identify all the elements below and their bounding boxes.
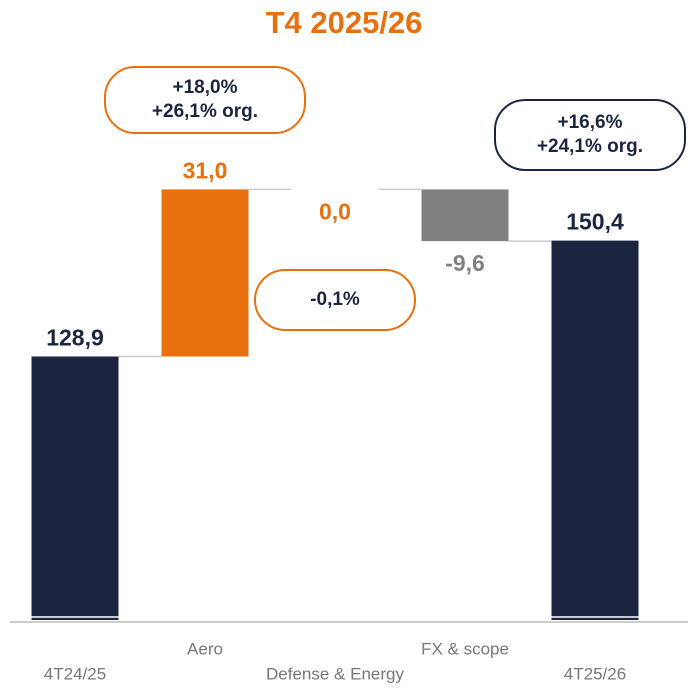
bar	[421, 189, 509, 242]
annotation-text: +16,6%	[558, 112, 623, 133]
annotation-text: +24,1% org.	[537, 136, 643, 157]
value-label: -9,6	[445, 250, 485, 276]
x-tick-label: Defense & Energy	[266, 664, 404, 683]
bar	[31, 356, 119, 620]
bar	[551, 240, 639, 620]
value-label: 0,0	[319, 199, 351, 225]
x-tick-label: 4T24/25	[44, 664, 106, 683]
x-tick-label: FX & scope	[421, 639, 509, 658]
chart-title: T4 2025/26	[266, 5, 423, 40]
annotation-bubble	[494, 99, 686, 171]
annotation-text: -0,1%	[310, 289, 360, 310]
annotation-text: +26,1% org.	[152, 101, 258, 122]
x-tick-label: 4T25/26	[564, 664, 626, 683]
annotation-bubble	[254, 269, 416, 331]
annotation-text: +18,0%	[173, 77, 238, 98]
value-label: 31,0	[183, 158, 228, 184]
x-tick-label: Aero	[187, 639, 223, 658]
value-label: 128,9	[46, 325, 104, 351]
annotation-bubble	[104, 66, 306, 134]
value-label: 150,4	[566, 209, 624, 235]
bar	[161, 189, 249, 357]
